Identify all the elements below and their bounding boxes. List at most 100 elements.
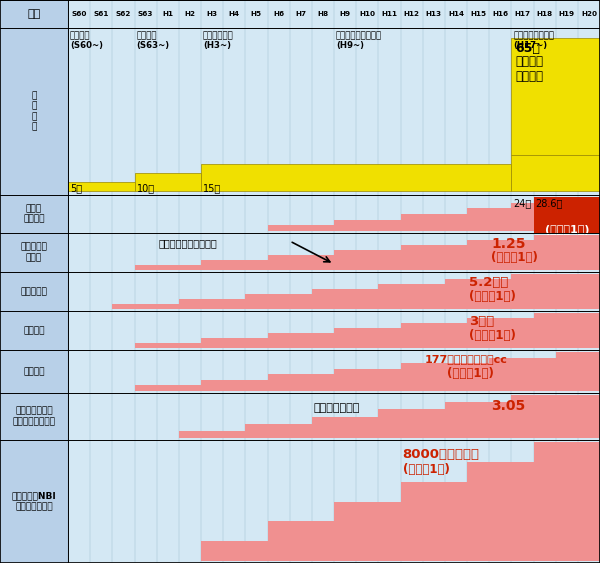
Text: H10: H10	[359, 11, 375, 17]
Bar	[511, 203, 533, 231]
Bar	[0, 195, 68, 233]
Bar	[533, 227, 600, 233]
Text: (世界第1位): (世界第1位)	[491, 251, 538, 264]
Text: 主
な
改
造: 主 な 改 造	[31, 91, 37, 132]
Text: 5.2億度: 5.2億度	[469, 276, 508, 289]
Text: エネルギー
増倍率: エネルギー 増倍率	[20, 243, 47, 262]
Bar	[268, 333, 334, 348]
Bar	[134, 265, 201, 270]
Bar	[334, 502, 401, 561]
Text: S61: S61	[94, 11, 109, 17]
Bar	[379, 409, 445, 438]
Bar	[245, 424, 312, 438]
Text: H1: H1	[162, 11, 173, 17]
Text: H4: H4	[229, 11, 240, 17]
Text: H11: H11	[382, 11, 397, 17]
Text: H9: H9	[340, 11, 350, 17]
Text: H17: H17	[514, 11, 530, 17]
Text: 65秒: 65秒	[515, 42, 540, 55]
Bar	[179, 431, 245, 438]
Bar	[401, 214, 467, 231]
Text: S63: S63	[138, 11, 153, 17]
Text: 5秒: 5秒	[70, 183, 82, 193]
Bar	[0, 0, 68, 28]
Bar	[68, 233, 600, 272]
Bar	[401, 482, 467, 561]
Bar	[511, 155, 600, 191]
Text: (世界第1位): (世界第1位)	[403, 463, 449, 476]
Bar	[179, 299, 245, 309]
Bar	[134, 173, 201, 191]
Bar	[445, 402, 511, 438]
Text: 準定常状態での
プラズマ圧力指数: 準定常状態での プラズマ圧力指数	[13, 407, 56, 426]
Text: プラズマ
維持時間: プラズマ 維持時間	[515, 55, 544, 83]
Bar	[511, 395, 600, 438]
Bar	[268, 374, 334, 391]
Bar	[0, 311, 68, 350]
Text: 3.05: 3.05	[491, 399, 526, 413]
Text: (世界第1位): (世界第1位)	[447, 367, 494, 380]
Text: H6: H6	[273, 11, 284, 17]
Bar	[312, 289, 379, 309]
Bar	[68, 272, 600, 311]
Text: 3億度: 3億度	[469, 315, 494, 328]
Bar	[467, 208, 511, 231]
Bar	[68, 393, 600, 440]
Bar	[268, 255, 334, 270]
Bar	[68, 0, 600, 28]
Bar	[0, 233, 68, 272]
Bar	[201, 338, 268, 348]
Text: H18: H18	[536, 11, 553, 17]
Bar	[467, 318, 533, 348]
Bar	[68, 311, 600, 350]
Text: H15: H15	[470, 11, 486, 17]
Text: H2: H2	[184, 11, 196, 17]
Bar	[556, 352, 600, 391]
Text: 28.6秒: 28.6秒	[536, 198, 563, 208]
Bar	[0, 28, 68, 195]
Text: H5: H5	[251, 11, 262, 17]
Text: H14: H14	[448, 11, 464, 17]
Bar	[533, 197, 600, 231]
Bar	[533, 442, 600, 561]
Bar	[201, 380, 268, 391]
Bar	[134, 386, 201, 391]
Bar	[68, 182, 134, 191]
Bar	[201, 164, 511, 191]
Bar	[334, 220, 401, 231]
Bar	[379, 284, 445, 309]
Bar	[134, 343, 201, 348]
Bar	[112, 304, 179, 309]
Text: H7: H7	[295, 11, 306, 17]
Bar	[467, 462, 533, 561]
Text: 10秒: 10秒	[137, 183, 155, 193]
Text: H8: H8	[317, 11, 328, 17]
Text: 8000万ジュール: 8000万ジュール	[403, 448, 479, 461]
Text: S60: S60	[71, 11, 87, 17]
Text: 24秒: 24秒	[514, 198, 532, 208]
Text: H13: H13	[426, 11, 442, 17]
Text: (世界第1位): (世界第1位)	[545, 225, 589, 235]
Bar	[533, 313, 600, 348]
Bar	[68, 440, 600, 563]
Text: 負イオン源NBI
入射エネルギー: 負イオン源NBI 入射エネルギー	[11, 492, 56, 511]
Text: 当初装置
(S60~): 当初装置 (S60~)	[70, 31, 103, 51]
Text: S62: S62	[116, 11, 131, 17]
Bar	[401, 363, 489, 391]
Bar	[467, 240, 533, 270]
Text: 規格化ベータ値: 規格化ベータ値	[314, 403, 360, 413]
Bar	[0, 272, 68, 311]
Bar	[511, 38, 600, 155]
Bar	[334, 369, 401, 391]
Bar	[334, 250, 401, 270]
Bar	[0, 350, 68, 393]
Text: H3: H3	[206, 11, 218, 17]
Text: 電子温度: 電子温度	[23, 326, 45, 335]
Bar	[312, 417, 379, 438]
Bar	[533, 235, 600, 270]
Text: 臨界プラズマ条件達成: 臨界プラズマ条件達成	[158, 238, 217, 248]
Text: (世界第1位): (世界第1位)	[469, 329, 516, 342]
Bar	[268, 521, 334, 561]
Bar	[511, 274, 600, 309]
Bar	[201, 260, 268, 270]
